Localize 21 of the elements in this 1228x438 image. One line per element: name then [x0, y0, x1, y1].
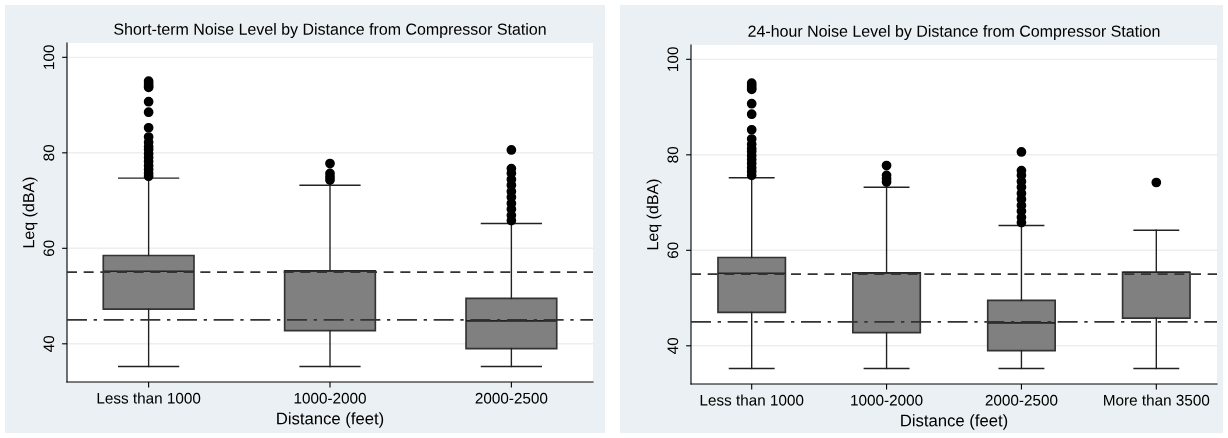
y-tick-label: 100	[43, 45, 55, 69]
x-axis-title: Distance (feet)	[277, 412, 384, 428]
y-tick-label: 100	[667, 47, 679, 71]
x-axis-title: Distance (feet)	[901, 414, 1008, 430]
x-tick-label: Less than 1000	[97, 392, 201, 404]
y-tick-label: 80	[43, 144, 55, 161]
chart-title: 24-hour Noise Level by Distance from Compressor Station	[748, 25, 1160, 40]
y-tick-label: 40	[667, 337, 679, 354]
x-tick-label: More than 3500	[1104, 394, 1210, 406]
x-tick-label: 2000-2500	[985, 394, 1058, 406]
x-tick-label: 2000-2500	[475, 392, 548, 404]
y-tick-label: 80	[667, 146, 679, 163]
chart-title: Short-term Noise Level by Distance from Compressor Station	[114, 23, 546, 38]
x-tick-label: 1000-2000	[294, 392, 366, 404]
y-axis-title: Leq (dBA)	[22, 177, 38, 248]
x-tick-label: Less than 1000	[700, 394, 804, 406]
y-tick-label: 60	[43, 240, 55, 257]
x-tick-label: 1000-2000	[851, 394, 923, 406]
y-tick-label: 40	[43, 335, 55, 352]
y-tick-label: 60	[667, 242, 679, 259]
y-axis-title: Leq (dBA)	[646, 179, 662, 250]
